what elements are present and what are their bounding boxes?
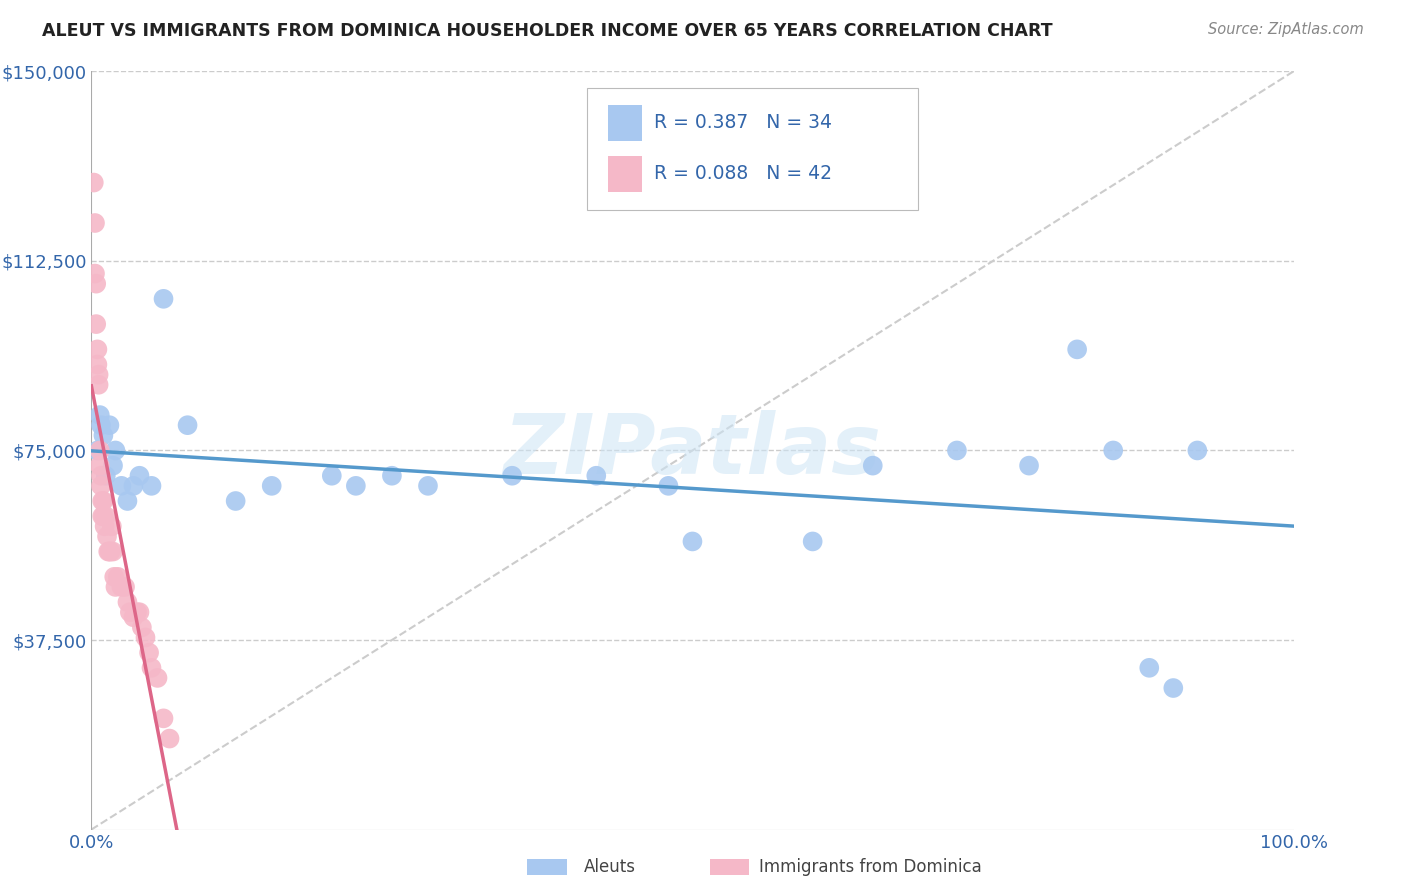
Point — [946, 443, 969, 458]
Point — [1066, 343, 1088, 357]
Point — [152, 711, 174, 725]
Point — [225, 494, 247, 508]
Point — [101, 458, 124, 473]
Point — [110, 479, 132, 493]
Point — [97, 544, 120, 558]
Point — [134, 631, 156, 645]
Point — [90, 468, 112, 483]
Bar — [609, 155, 643, 192]
Point — [141, 661, 163, 675]
Point — [1018, 458, 1040, 473]
Point — [84, 317, 107, 331]
Point — [93, 519, 115, 533]
Text: Source: ZipAtlas.com: Source: ZipAtlas.com — [1208, 22, 1364, 37]
Point — [114, 580, 136, 594]
Point — [1137, 661, 1160, 675]
Point — [131, 620, 153, 634]
Point — [138, 646, 160, 660]
Point — [90, 479, 112, 493]
Point — [104, 580, 127, 594]
Point — [118, 605, 141, 619]
Point — [98, 418, 121, 433]
Point — [98, 544, 121, 558]
Bar — [710, 859, 749, 875]
Point — [152, 292, 174, 306]
Point — [801, 534, 824, 549]
Point — [93, 428, 115, 442]
Point — [117, 494, 139, 508]
Text: Aleuts: Aleuts — [583, 858, 636, 876]
Point — [90, 418, 112, 433]
Point — [87, 377, 110, 392]
Point — [260, 479, 283, 493]
Point — [86, 358, 108, 372]
Point — [89, 408, 111, 422]
Text: ZIPatlas: ZIPatlas — [503, 410, 882, 491]
Text: R = 0.088   N = 42: R = 0.088 N = 42 — [654, 164, 832, 183]
Point — [89, 458, 111, 473]
Point — [96, 529, 118, 543]
Point — [1161, 681, 1184, 695]
Point — [141, 479, 163, 493]
Point — [128, 468, 150, 483]
Point — [176, 418, 198, 433]
Point — [344, 479, 367, 493]
Text: R = 0.387   N = 34: R = 0.387 N = 34 — [654, 113, 832, 132]
Point — [104, 443, 127, 458]
Point — [146, 671, 169, 685]
Point — [86, 443, 108, 458]
Point — [125, 605, 148, 619]
Point — [381, 468, 404, 483]
Point — [107, 570, 129, 584]
FancyBboxPatch shape — [586, 88, 918, 211]
Point — [862, 458, 884, 473]
Point — [103, 570, 125, 584]
Point — [93, 509, 115, 524]
Point — [681, 534, 703, 549]
Point — [94, 468, 117, 483]
Text: Immigrants from Dominica: Immigrants from Dominica — [759, 858, 981, 876]
Bar — [527, 859, 567, 875]
Point — [87, 368, 110, 382]
Point — [1102, 443, 1125, 458]
Point — [416, 479, 439, 493]
Point — [585, 468, 607, 483]
Text: ALEUT VS IMMIGRANTS FROM DOMINICA HOUSEHOLDER INCOME OVER 65 YEARS CORRELATION C: ALEUT VS IMMIGRANTS FROM DOMINICA HOUSEH… — [42, 22, 1053, 40]
Point — [101, 519, 124, 533]
Point — [657, 479, 679, 493]
Point — [89, 443, 111, 458]
Point — [93, 494, 115, 508]
Point — [128, 605, 150, 619]
Point — [86, 343, 108, 357]
Point — [100, 544, 122, 558]
Point — [91, 509, 114, 524]
Point — [84, 277, 107, 291]
Point — [84, 267, 107, 281]
Point — [159, 731, 181, 746]
Point — [321, 468, 343, 483]
Bar — [609, 104, 643, 141]
Point — [122, 479, 145, 493]
Point — [110, 580, 132, 594]
Point — [101, 544, 124, 558]
Point — [83, 176, 105, 190]
Point — [501, 468, 523, 483]
Point — [117, 595, 139, 609]
Point — [122, 610, 145, 624]
Point — [91, 494, 114, 508]
Point — [1187, 443, 1209, 458]
Point — [84, 216, 107, 230]
Point — [94, 509, 117, 524]
